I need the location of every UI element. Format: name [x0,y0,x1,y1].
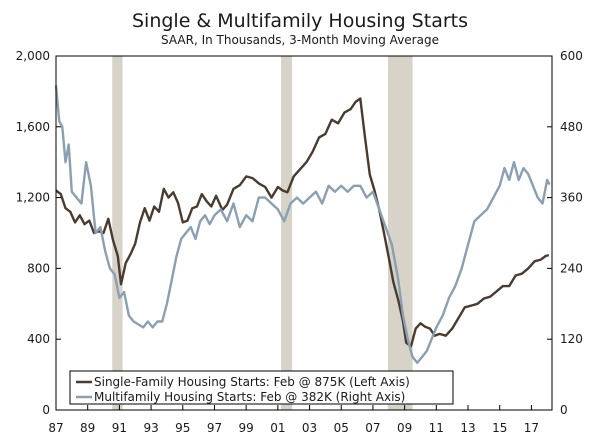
recession-bands [112,56,413,410]
chart-subtitle: SAAR, In Thousands, 3-Month Moving Avera… [161,33,439,47]
right-tick-label: 360 [560,191,583,205]
left-tick-label: 800 [27,261,50,275]
x-tick-label: 91 [112,421,127,435]
chart-title: Single & Multifamily Housing Starts [132,10,468,32]
x-tick-label: 87 [48,421,63,435]
x-tick-label: 13 [460,421,475,435]
recession-band-0 [112,56,123,410]
left-tick-label: 400 [27,332,50,346]
x-tick-label: 03 [302,421,317,435]
x-tick-label: 95 [175,421,190,435]
axes: 0 400 800 1,200 1,600 2,000 0 120 240 360 480 600 87… [16,49,583,435]
x-tick-label: 11 [429,421,444,435]
left-tick-label: 1,600 [16,120,50,134]
x-tick-label: 17 [524,421,539,435]
right-tick-label: 240 [560,261,583,275]
right-tick-label: 600 [560,49,583,63]
left-tick-label: 0 [42,403,50,417]
legend: Single-Family Housing Starts: Feb @ 875K… [69,370,454,405]
x-tick-label: 97 [207,421,222,435]
legend-label-multifamily: Multifamily Housing Starts: Feb @ 382K (… [94,390,405,404]
series-lines [54,85,551,364]
series-line-multifamily [54,85,551,364]
recession-band-1 [281,56,293,410]
plot-frame [55,55,553,411]
x-tick-label: 07 [365,421,380,435]
x-tick-label: 93 [143,421,158,435]
left-tick-label: 1,200 [16,191,50,205]
right-tick-label: 0 [560,403,568,417]
x-tick-label: 89 [80,421,95,435]
x-tick-label: 05 [334,421,349,435]
legend-label-single-family: Single-Family Housing Starts: Feb @ 875K… [94,375,410,389]
x-tick-label: 01 [270,421,285,435]
x-tick-label: 15 [492,421,507,435]
right-tick-label: 120 [560,332,583,346]
left-tick-label: 2,000 [16,49,50,63]
right-tick-label: 480 [560,120,583,134]
legend-box [69,370,454,405]
series-line-single-family [55,97,550,348]
x-tick-label: 99 [239,421,254,435]
recession-band-2 [387,56,413,410]
x-tick-label: 09 [397,421,412,435]
